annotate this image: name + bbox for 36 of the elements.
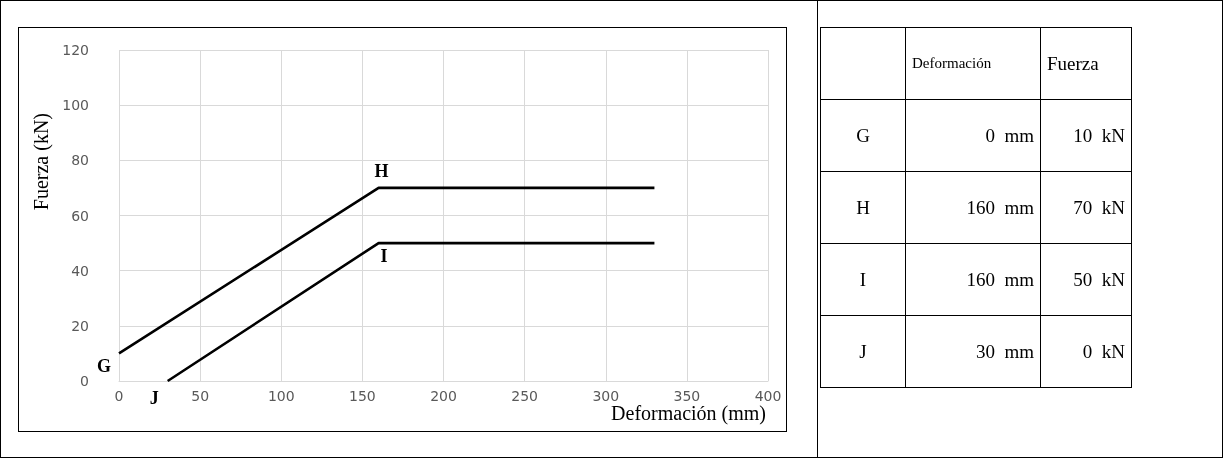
- text: 160 mm: [966, 268, 1034, 290]
- x-tick-label: 400: [754, 388, 782, 404]
- text: 160 mm: [966, 196, 1034, 218]
- x-tick-label: 250: [511, 388, 538, 404]
- text: 0 mm: [985, 124, 1034, 146]
- text: 50 kN: [1073, 268, 1125, 290]
- y-tick-label: 60: [71, 207, 89, 224]
- x-tick-label: 50: [191, 388, 210, 404]
- category-label: Fuerza: [1040, 27, 1132, 100]
- category-label: I: [859, 268, 867, 290]
- x-tick-label: 350: [673, 388, 701, 404]
- y-tick-label: 40: [71, 262, 89, 279]
- category-label: J: [859, 340, 867, 362]
- category-label: H: [856, 196, 870, 218]
- annotation: I: [380, 246, 388, 267]
- y-tick-label: 80: [71, 152, 89, 169]
- text: 0 kN: [1082, 340, 1125, 362]
- x-tick-label: 300: [592, 388, 620, 404]
- x-tick-label: 150: [349, 388, 376, 404]
- category-label: G: [856, 124, 870, 146]
- text: 30 mm: [975, 340, 1034, 362]
- annotation: H: [374, 160, 389, 181]
- text: 10 kN: [1073, 124, 1125, 146]
- x-tick-label: 100: [267, 388, 295, 404]
- x-axis-title: Deformación (mm): [611, 402, 767, 425]
- y-tick-label: 20: [71, 317, 89, 334]
- text: 70 kN: [1073, 196, 1125, 218]
- annotation: J: [149, 388, 159, 408]
- x-tick-label: 0: [114, 388, 124, 404]
- category-label: Deformación: [905, 27, 1041, 100]
- x-tick-label: 200: [430, 388, 457, 404]
- y-tick-label: 100: [62, 97, 89, 114]
- y-tick-label: 120: [62, 42, 89, 58]
- y-axis-title: Fuerza (kN): [30, 112, 53, 211]
- annotation: G: [97, 356, 112, 377]
- y-tick-label: 0: [80, 373, 89, 389]
